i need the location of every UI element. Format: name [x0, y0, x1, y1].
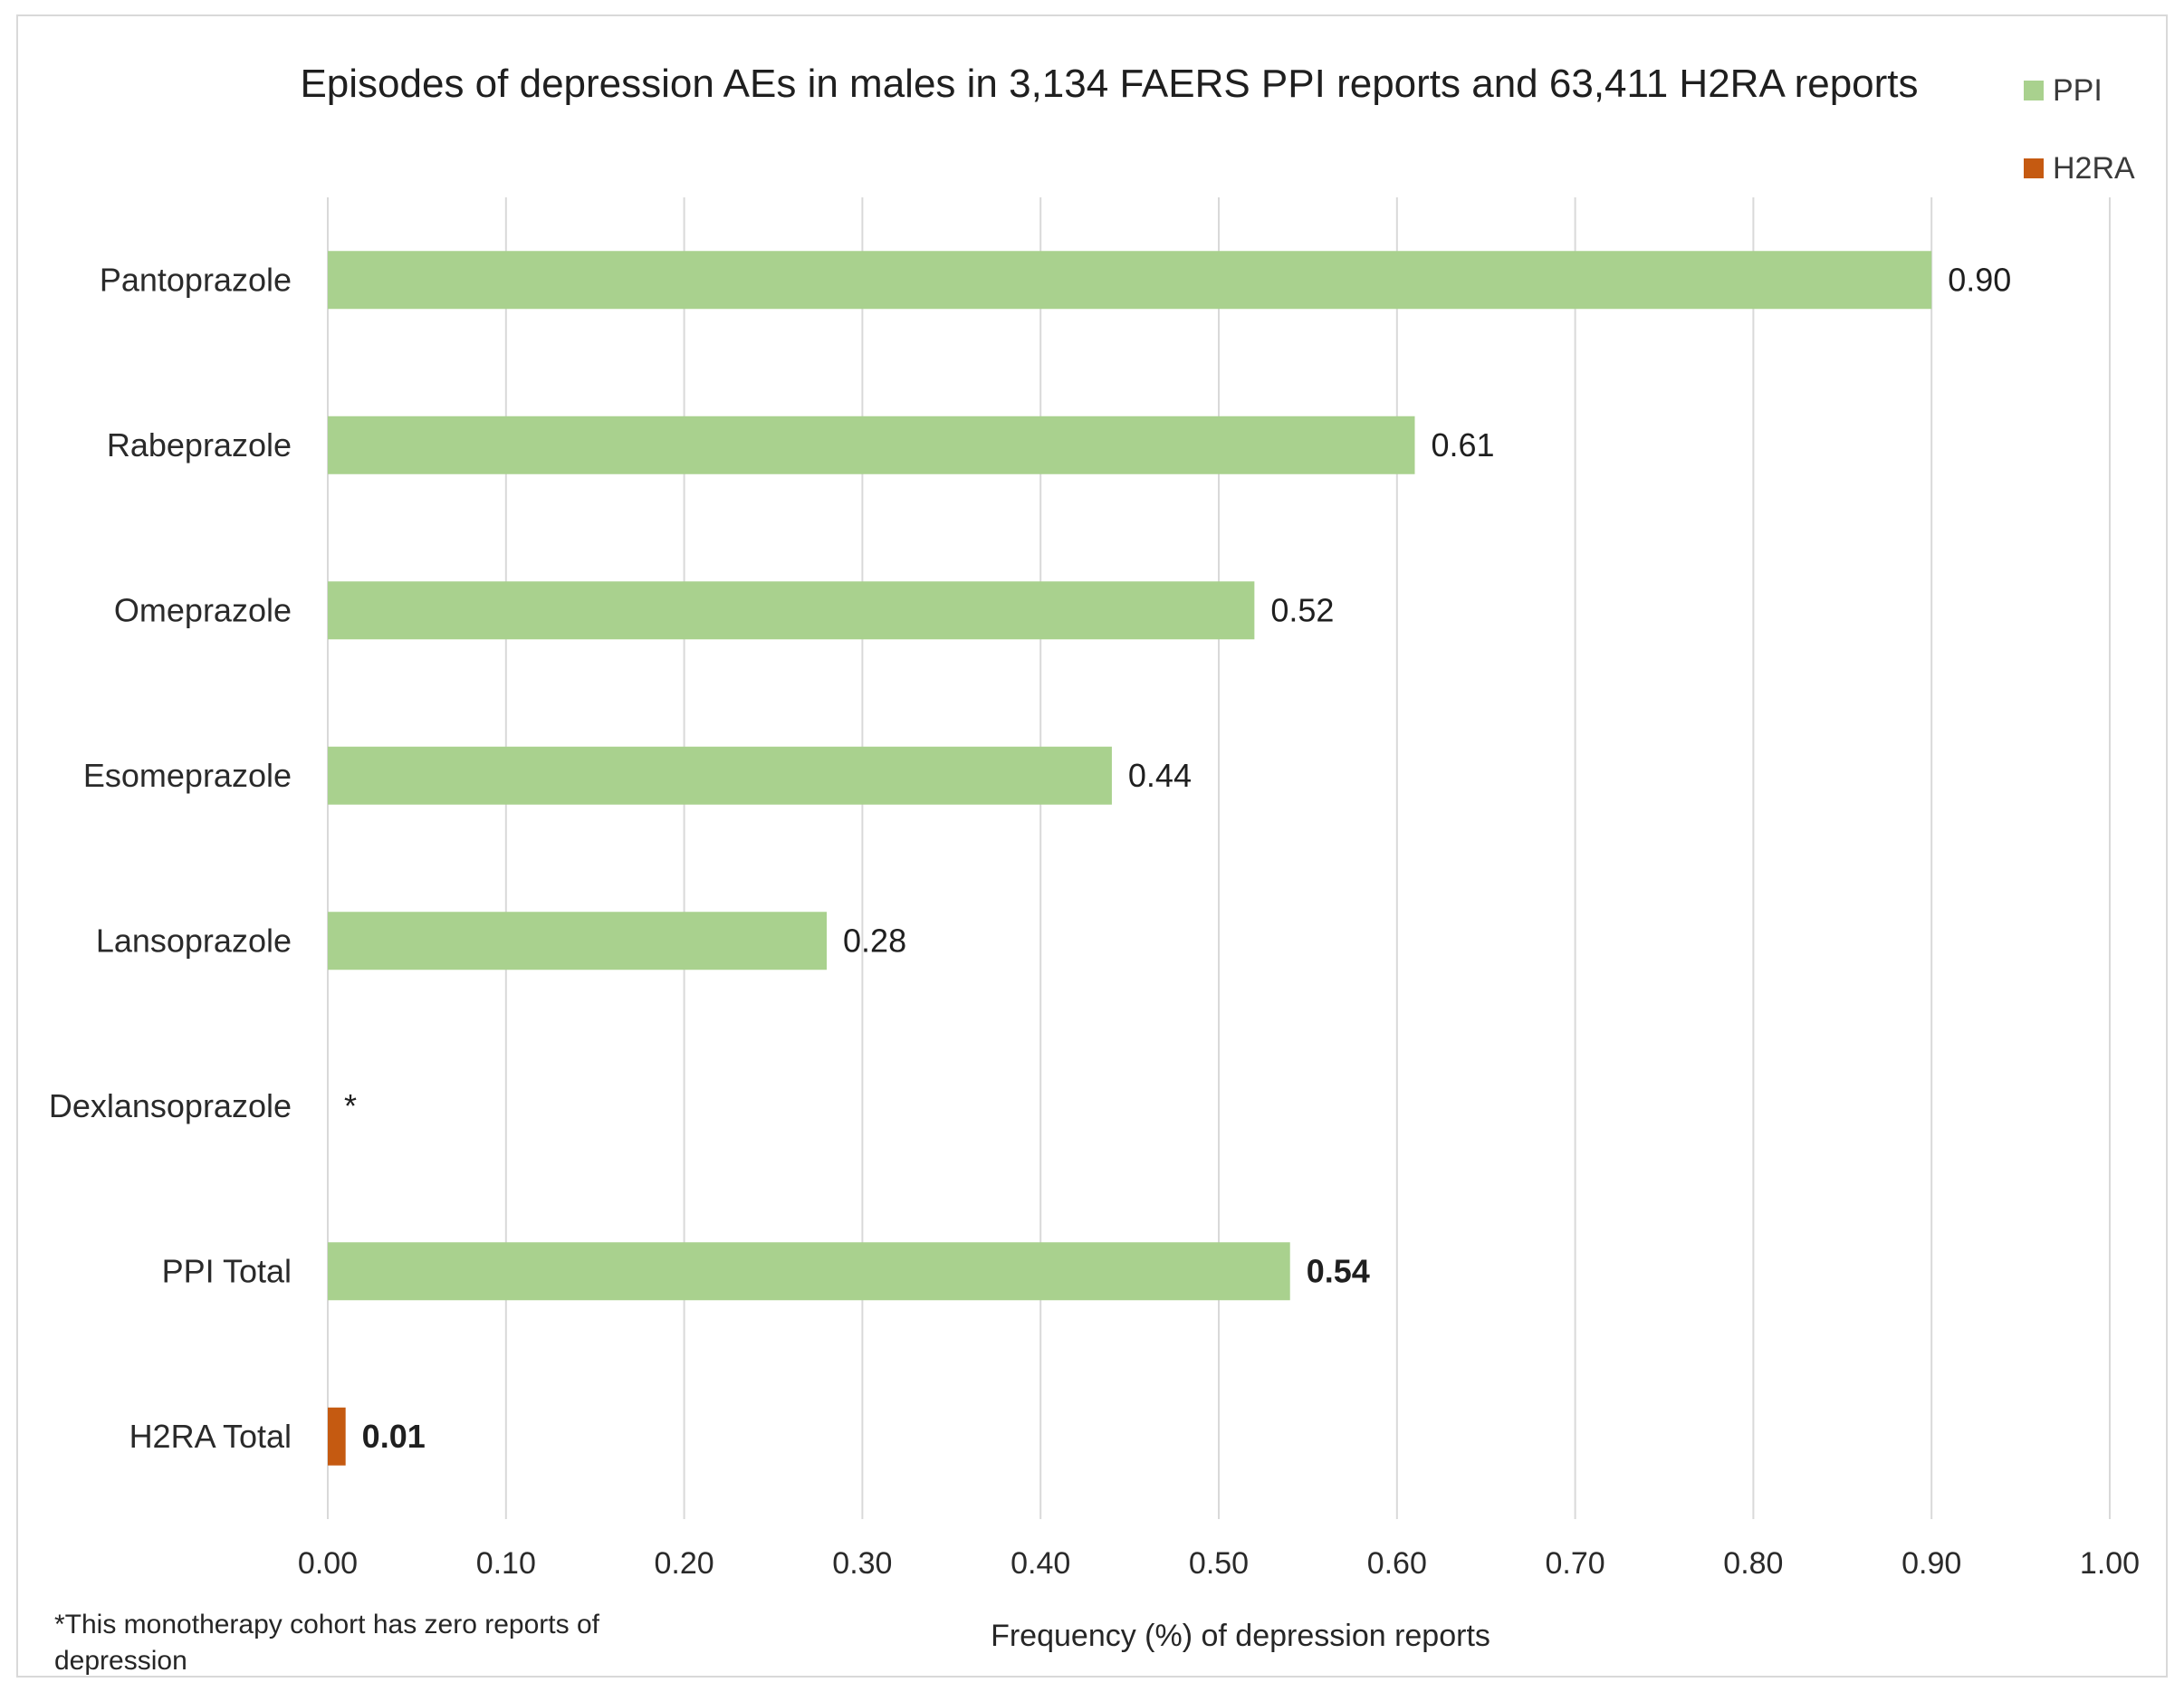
- category-label-omeprazole: Omeprazole: [114, 591, 292, 628]
- legend-item-h2ra: H2RA: [2024, 150, 2135, 186]
- x-tick-label-7: 0.70: [1546, 1546, 1605, 1581]
- chart-title: Episodes of depression AEs in males in 3…: [300, 62, 1919, 106]
- x-tick-label-9: 0.90: [1901, 1546, 1961, 1581]
- data-label-pantoprazole: 0.90: [1948, 261, 2011, 298]
- category-label-lansoprazole: Lansoprazole: [96, 922, 292, 959]
- x-tick-label-0: 0.00: [298, 1546, 358, 1581]
- legend-swatch-ppi: [2024, 81, 2044, 100]
- category-label-pantoprazole: Pantoprazole: [100, 261, 292, 298]
- data-label-lansoprazole: 0.28: [843, 922, 906, 959]
- x-tick-label-10: 1.00: [2080, 1546, 2140, 1581]
- bar-esomeprazole: [328, 746, 1112, 805]
- data-label-ppi-total: 0.54: [1307, 1252, 1370, 1289]
- footnote: *This monotherapy cohort has zero report…: [54, 1610, 599, 1676]
- category-label-rabeprazole: Rabeprazole: [107, 426, 292, 464]
- x-axis-label: Frequency (%) of depression reports: [991, 1619, 1490, 1653]
- data-label-rabeprazole: 0.61: [1431, 426, 1494, 464]
- data-label-omeprazole: 0.52: [1270, 591, 1334, 628]
- category-label-ppi-total: PPI Total: [162, 1252, 292, 1289]
- data-label-dexlansoprazole: *: [344, 1087, 357, 1124]
- category-label-esomeprazole: Esomeprazole: [83, 757, 292, 794]
- bar-h2ra-total: [328, 1407, 346, 1466]
- bar-rabeprazole: [328, 416, 1415, 474]
- bar-ppi-total: [328, 1242, 1290, 1301]
- data-label-esomeprazole: 0.44: [1128, 757, 1192, 794]
- bar-pantoprazole: [328, 251, 1932, 310]
- x-tick-label-4: 0.40: [1011, 1546, 1070, 1581]
- x-tick-label-3: 0.30: [832, 1546, 892, 1581]
- x-tick-label-1: 0.10: [476, 1546, 536, 1581]
- bar-lansoprazole: [328, 912, 828, 970]
- x-tick-label-5: 0.50: [1189, 1546, 1249, 1581]
- chart-frame: Episodes of depression AEs in males in 3…: [16, 14, 2168, 1678]
- category-label-h2ra-total: H2RA Total: [129, 1418, 292, 1455]
- x-tick-label-2: 0.20: [655, 1546, 714, 1581]
- category-label-dexlansoprazole: Dexlansoprazole: [49, 1087, 292, 1124]
- bar-omeprazole: [328, 581, 1255, 640]
- legend-label-ppi: PPI: [2053, 72, 2103, 108]
- bar-chart-svg: 0.00 0.10 0.20 0.30 0.40 0.50 0.60 0.70 0.80 0.90…: [49, 197, 2140, 1581]
- x-tick-label-8: 0.80: [1723, 1546, 1783, 1581]
- legend-swatch-h2ra: [2024, 158, 2044, 178]
- x-tick-label-6: 0.60: [1367, 1546, 1427, 1581]
- legend-label-h2ra: H2RA: [2053, 150, 2135, 186]
- data-label-h2ra-total: 0.01: [362, 1418, 426, 1455]
- legend-item-ppi: PPI: [2024, 72, 2103, 109]
